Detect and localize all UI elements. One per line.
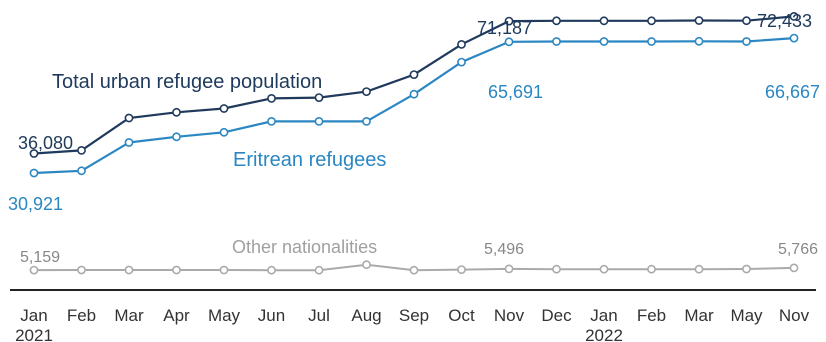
- x-tick-label: May: [208, 306, 241, 325]
- x-tick-label: Feb: [637, 306, 666, 325]
- x-tick-label: Aug: [351, 306, 381, 325]
- series-points: [29, 11, 799, 275]
- x-tick-label: Dec: [541, 306, 572, 325]
- data-label-eritrean-end: 66,667: [765, 82, 820, 102]
- data-point-s0-16: [789, 11, 799, 21]
- data-label-other-start: 5,159: [20, 249, 60, 266]
- data-point-s2-11: [552, 264, 561, 274]
- x-tick-label: Jul: [308, 306, 330, 325]
- data-point-s0-8: [409, 70, 419, 79]
- data-point-s2-0: [29, 265, 39, 275]
- x-year-label: 2021: [15, 326, 53, 342]
- data-point-s0-4: [219, 104, 229, 113]
- data-point-s1-15: [742, 37, 751, 46]
- x-tick-label: Apr: [163, 306, 190, 325]
- x-year-label: 2022: [585, 326, 623, 342]
- annotations: Total urban refugee population Eritrean …: [8, 11, 820, 266]
- x-tick-label: Oct: [448, 306, 475, 325]
- data-point-s0-14: [694, 16, 704, 25]
- x-tick-label: Jan: [20, 306, 47, 325]
- x-tick-labels: Jan Feb Mar Apr May Jun Jul Aug Sep Oct Nov Dec Jan F…: [15, 306, 810, 342]
- data-point-s0-11: [552, 16, 561, 26]
- data-point-s0-6: [314, 93, 324, 102]
- data-point-s1-14: [694, 36, 704, 46]
- data-point-s2-13: [647, 264, 656, 274]
- data-point-s1-3: [172, 132, 181, 142]
- data-point-s2-2: [124, 265, 134, 275]
- data-point-s1-0: [29, 168, 39, 178]
- data-point-s2-12: [599, 264, 609, 274]
- data-point-s0-2: [124, 113, 134, 123]
- x-tick-label: Sep: [399, 306, 429, 325]
- data-point-s2-5: [267, 265, 276, 275]
- data-label-total-start: 36,080: [18, 133, 73, 153]
- series-label-total: Total urban refugee population: [52, 71, 322, 93]
- data-point-s2-16: [789, 263, 799, 273]
- x-tick-label: Jun: [258, 306, 285, 325]
- data-point-s1-2: [124, 138, 134, 147]
- series-lines: [33, 15, 795, 272]
- data-label-eritrean-nov21: 65,691: [488, 82, 543, 102]
- data-point-s1-7: [362, 117, 371, 126]
- data-point-s0-13: [647, 16, 656, 26]
- data-point-s1-16: [789, 33, 799, 43]
- x-tick-label: May: [730, 306, 763, 325]
- x-tick-label: Mar: [114, 306, 144, 325]
- data-label-eritrean-start: 30,921: [8, 194, 63, 214]
- data-point-s1-13: [647, 37, 656, 46]
- data-point-s0-9: [457, 40, 466, 49]
- data-point-s2-9: [457, 265, 466, 274]
- series-line-1: [33, 37, 795, 175]
- data-point-s2-3: [172, 265, 181, 275]
- data-point-s1-5: [267, 117, 276, 126]
- data-point-s2-1: [77, 265, 86, 275]
- data-point-s1-8: [409, 89, 419, 99]
- data-point-s2-8: [409, 265, 419, 275]
- data-point-s0-12: [599, 16, 609, 26]
- data-label-other-end: 5,766: [778, 241, 818, 258]
- data-point-s1-12: [599, 37, 609, 46]
- data-point-s0-3: [172, 107, 181, 117]
- data-point-s2-6: [314, 265, 324, 275]
- series-label-other: Other nationalities: [232, 237, 377, 257]
- data-point-s0-15: [742, 16, 751, 26]
- x-tick-label: Nov: [494, 306, 525, 325]
- data-label-other-nov21: 5,496: [484, 241, 524, 258]
- x-tick-label: Jan: [590, 306, 617, 325]
- data-point-s0-5: [267, 94, 276, 103]
- data-point-s2-15: [742, 264, 751, 274]
- data-label-total-end: 72,433: [757, 11, 812, 31]
- x-tick-label: Nov: [779, 306, 810, 325]
- data-label-total-nov21: 71,187: [477, 18, 532, 38]
- data-point-s1-1: [77, 166, 86, 176]
- data-point-s1-9: [457, 57, 466, 67]
- data-point-s2-7: [362, 260, 371, 270]
- data-point-s2-14: [694, 264, 704, 274]
- data-point-s2-4: [219, 265, 229, 275]
- data-point-s0-10: [504, 16, 514, 26]
- data-point-s1-4: [219, 127, 229, 137]
- x-tick-label: Feb: [67, 306, 96, 325]
- data-point-s2-10: [504, 264, 514, 274]
- data-point-s0-7: [362, 87, 371, 96]
- data-point-s1-10: [504, 37, 514, 47]
- series-label-eritrean: Eritrean refugees: [233, 149, 386, 171]
- data-point-s0-0: [29, 149, 39, 158]
- data-point-s1-6: [314, 117, 324, 126]
- x-tick-label: Mar: [684, 306, 714, 325]
- data-point-s1-11: [552, 37, 561, 46]
- data-point-s0-1: [77, 145, 86, 155]
